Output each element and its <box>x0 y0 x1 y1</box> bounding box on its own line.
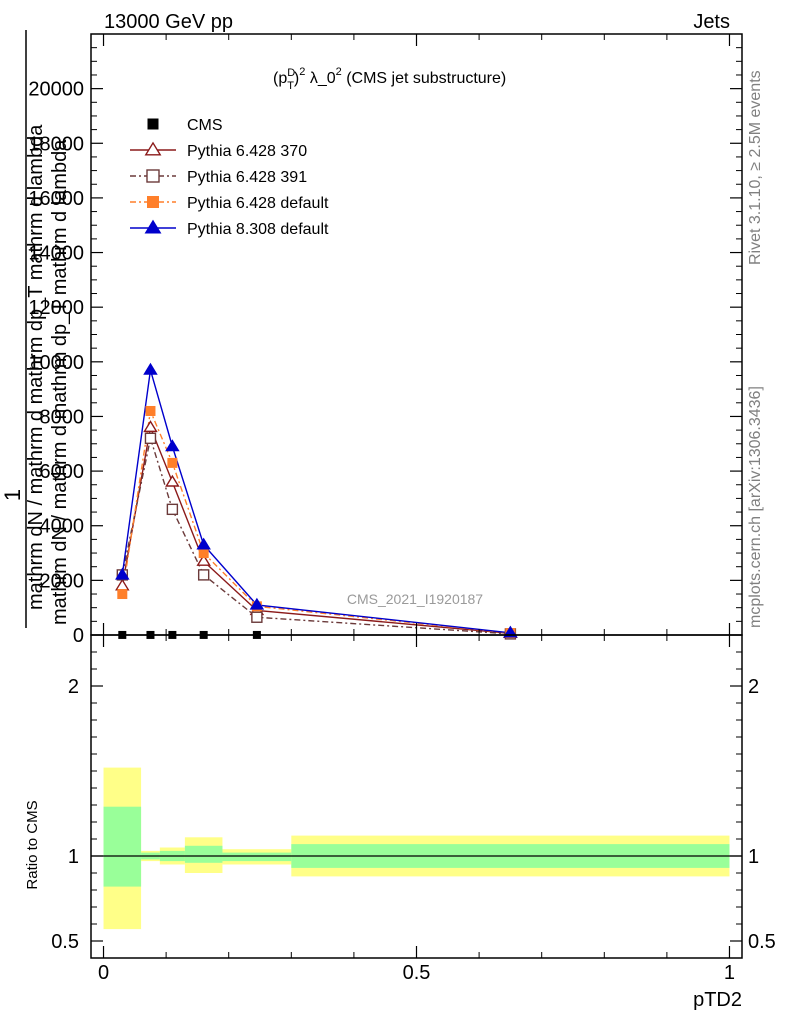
data-point-pythia-8-308-default-0 <box>115 567 130 580</box>
data-point-pythia-6-428-370-2 <box>165 474 180 487</box>
legend-label-pythia-6-428-370: Pythia 6.428 370 <box>187 143 307 160</box>
legend-marker-pythia-6-428-391 <box>146 169 160 183</box>
chart-title: (pD T)2 λ_02 (CMS jet substructure) <box>273 66 506 92</box>
data-point-pythia-6-428-370-3 <box>196 554 211 566</box>
ratio-tick-label-right-1: 1 <box>748 846 759 868</box>
legend-marker-cms <box>147 118 159 130</box>
ratio-tick-label-right-2: 2 <box>748 676 759 698</box>
legend-label-cms: CMS <box>187 117 223 134</box>
data-point-pythia-8-308-default-3 <box>196 537 211 550</box>
legend-marker-pythia-8-308-default <box>144 219 162 234</box>
data-point-pythia-6-428-default-1 <box>145 405 156 416</box>
ratio-axis-label: Ratio to CMS <box>24 800 41 889</box>
legend-marker-pythia-6-428-370 <box>144 141 162 156</box>
y-tick-label-2: 4000 <box>40 516 85 538</box>
ratio-tick-label-0: 0.5 <box>51 931 79 953</box>
y-tick-label-5: 10000 <box>28 352 84 374</box>
y-tick-label-6: 12000 <box>28 297 84 319</box>
y-tick-label-7: 14000 <box>28 243 84 265</box>
y-tick-label-8: 16000 <box>28 188 84 210</box>
x-axis-label: pTD2 <box>693 989 742 1011</box>
y-axis-label-numerator: mathrm dN / mathrm d mathrm dp_T mathrm … <box>25 124 47 610</box>
series-line-pythia-6-428-391 <box>121 438 511 635</box>
data-point-pythia-6-428-default-3 <box>198 548 209 559</box>
x-tick-label-2: 1 <box>724 962 735 984</box>
analysis-watermark: CMS_2021_I1920187 <box>347 591 483 607</box>
data-point-pythia-6-428-default-2 <box>167 457 178 468</box>
data-point-pythia-8-308-default-4 <box>249 597 265 610</box>
y-axis-label-denominator: mathrm dN / mathrm d mathrm dp_T mathrm … <box>49 139 71 625</box>
series-line-pythia-8-308-default <box>121 369 511 634</box>
x-tick-label-1: 0.5 <box>403 962 431 984</box>
ratio-band-green-4 <box>222 852 292 862</box>
ratio-tick-label-2: 2 <box>68 676 79 698</box>
series-line-pythia-6-428-370 <box>121 424 511 635</box>
data-point-pythia-6-428-391-1 <box>144 432 157 445</box>
y-tick-label-10: 20000 <box>28 79 84 101</box>
ratio-plot-frame <box>90 634 743 959</box>
ratio-tick-label-1: 1 <box>68 846 79 868</box>
y-tick-label-9: 18000 <box>28 133 84 155</box>
data-point-pythia-8-308-default-1 <box>143 362 158 375</box>
ratio-tick-label-right-0: 0.5 <box>748 931 776 953</box>
rivet-label: Rivet 3.1.10, ≥ 2.5M events <box>747 70 764 265</box>
y-tick-label-0: 0 <box>73 625 84 647</box>
data-point-pythia-6-428-391-3 <box>197 569 210 581</box>
mcplots-label: mcplots.cern.ch [arXiv:1306.3436] <box>747 386 764 628</box>
legend-label-pythia-6-428-391: Pythia 6.428 391 <box>187 169 307 186</box>
data-point-pythia-6-428-391-4 <box>251 611 263 623</box>
y-tick-label-4: 8000 <box>40 406 85 428</box>
data-point-pythia-6-428-391-2 <box>166 503 179 516</box>
data-point-pythia-6-428-default-0 <box>117 589 128 600</box>
y-tick-label-1: 2000 <box>40 570 85 592</box>
y-axis-label-1: 1 <box>0 489 25 501</box>
legend-label-pythia-6-428-default: Pythia 6.428 default <box>187 195 329 212</box>
legend-marker-pythia-6-428-default <box>147 196 159 208</box>
y-tick-label-3: 6000 <box>40 461 85 483</box>
data-point-pythia-6-428-370-1 <box>143 420 158 433</box>
header-right: Jets <box>693 11 730 33</box>
header-left: 13000 GeV pp <box>104 11 233 33</box>
ratio-band-green-0 <box>103 806 142 887</box>
x-tick-label-0: 0 <box>98 962 109 984</box>
legend-label-pythia-8-308-default: Pythia 8.308 default <box>187 221 329 238</box>
ratio-band-green-3 <box>184 845 223 863</box>
data-point-pythia-6-428-370-0 <box>115 578 130 591</box>
data-point-pythia-8-308-default-2 <box>165 439 180 452</box>
